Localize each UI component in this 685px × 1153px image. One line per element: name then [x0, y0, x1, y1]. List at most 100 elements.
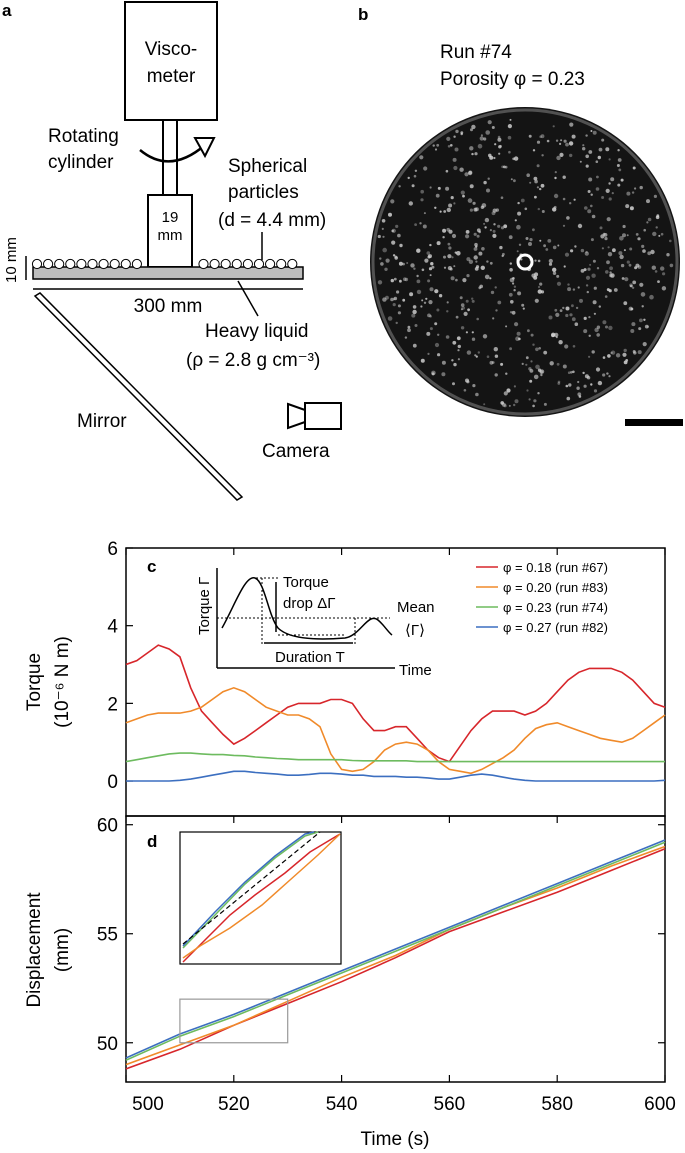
- particle: [287, 258, 298, 270]
- particle: [54, 258, 65, 270]
- particle-highlight: [605, 270, 609, 274]
- liquid-pointer: [237, 280, 259, 317]
- particle-highlight: [407, 176, 410, 180]
- particle-highlight: [387, 316, 393, 321]
- particle-highlight: [621, 277, 625, 280]
- particle-highlight: [377, 234, 381, 239]
- particle-disk-image: [370, 107, 680, 417]
- particle-highlight: [423, 166, 428, 171]
- particle-highlight: [656, 214, 660, 218]
- particle-highlight: [501, 254, 504, 258]
- camera-icon: [287, 402, 342, 430]
- particle-highlight: [457, 358, 460, 361]
- particle-highlight: [642, 342, 647, 347]
- particle-highlight: [408, 201, 413, 206]
- particle-highlight: [514, 219, 517, 222]
- particle: [253, 258, 265, 270]
- particle-highlight: [475, 260, 478, 263]
- particle-highlight: [553, 193, 559, 199]
- particle-highlight: [445, 169, 449, 173]
- particle-highlight: [477, 351, 480, 354]
- torque-series-run67: [125, 644, 666, 763]
- particle-highlight: [552, 245, 557, 250]
- particle-highlight: [567, 371, 571, 375]
- particle-highlight: [407, 328, 411, 333]
- particle-highlight: [545, 248, 549, 251]
- particle-highlight: [441, 372, 446, 377]
- particle-highlight: [473, 255, 478, 260]
- particle-highlight: [394, 255, 398, 259]
- particle-highlight: [590, 130, 593, 132]
- particle-highlight: [580, 269, 585, 273]
- particle-highlight: [607, 252, 613, 257]
- particle-highlight: [623, 301, 628, 306]
- particle-highlight: [429, 243, 432, 247]
- particle-highlight: [539, 369, 545, 374]
- particle-highlight: [583, 384, 587, 388]
- particle-highlight: [497, 300, 502, 305]
- displacement-zoom-inset: [179, 831, 342, 965]
- particle-highlight: [565, 306, 570, 311]
- y-tick-label: 0: [107, 772, 118, 793]
- particle-highlight: [623, 249, 626, 252]
- particle-highlight: [483, 222, 486, 225]
- particle-highlight: [385, 295, 389, 300]
- particle-highlight: [570, 249, 574, 253]
- x-tick-label: 520: [218, 1094, 250, 1115]
- particle-highlight: [446, 301, 449, 304]
- particle-highlight: [513, 403, 516, 407]
- particle-highlight: [509, 262, 512, 265]
- particle-highlight: [497, 137, 502, 142]
- particle-highlight: [582, 147, 586, 151]
- particle-highlight: [624, 277, 629, 282]
- zoom-series-run67: [182, 833, 341, 963]
- particle-highlight: [527, 329, 530, 333]
- particle-highlight: [562, 306, 565, 310]
- particle-highlight: [568, 383, 572, 387]
- particle-highlight: [632, 166, 636, 170]
- particle-highlight: [606, 260, 610, 265]
- particle-highlight: [596, 333, 600, 337]
- particle-highlight: [635, 233, 639, 236]
- particle-highlight: [406, 262, 409, 264]
- particle-highlight: [592, 300, 597, 305]
- particle-highlight: [661, 286, 667, 291]
- particle-highlight: [489, 360, 494, 365]
- particle-highlight: [590, 204, 593, 208]
- particle-highlight: [399, 279, 402, 283]
- particle-highlight: [391, 240, 396, 245]
- particle-highlight: [487, 177, 490, 180]
- particle-highlight: [421, 268, 425, 272]
- duration-label: Duration T: [275, 649, 345, 666]
- particle-highlight: [382, 235, 385, 238]
- particle-highlight: [460, 326, 465, 330]
- particle-highlight: [416, 248, 421, 253]
- particle-highlight: [455, 278, 458, 282]
- particles-label-1: Spherical: [228, 156, 307, 177]
- particle-highlight: [660, 266, 665, 271]
- particle-highlight: [485, 130, 491, 135]
- particle-highlight: [563, 139, 567, 143]
- particle-highlight: [585, 164, 589, 168]
- particle-highlight: [548, 315, 553, 320]
- particle-highlight: [469, 146, 474, 151]
- particle-highlight: [453, 202, 456, 205]
- particle-highlight: [479, 136, 484, 141]
- particle-highlight: [493, 347, 498, 352]
- scale-bar: [625, 419, 683, 426]
- particle-highlight: [649, 294, 654, 300]
- particle-highlight: [395, 224, 399, 228]
- particle-highlight: [562, 364, 567, 369]
- legend-label: φ = 0.18 (run #67): [503, 560, 608, 575]
- particle-highlight: [529, 379, 533, 383]
- particle-highlight: [591, 350, 595, 354]
- particle-highlight: [460, 190, 465, 195]
- x-tick-label: 580: [541, 1094, 573, 1115]
- particle-highlight: [626, 191, 631, 196]
- particle-highlight: [515, 336, 520, 342]
- torque-axis-unit: (10⁻⁶ N m): [52, 636, 73, 728]
- torque-inset: Torque Γ Time Torque drop ΔΓ Mean ⟨Γ⟩ Du…: [196, 568, 435, 679]
- particle-highlight: [513, 385, 517, 388]
- mirror: [33, 292, 244, 501]
- particle-highlight: [535, 347, 539, 352]
